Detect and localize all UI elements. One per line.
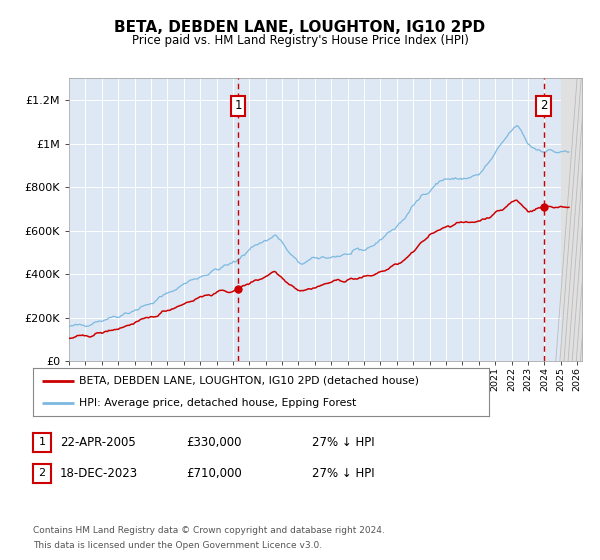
Text: 2: 2 xyxy=(540,99,547,112)
Text: Price paid vs. HM Land Registry's House Price Index (HPI): Price paid vs. HM Land Registry's House … xyxy=(131,34,469,46)
Text: £710,000: £710,000 xyxy=(186,466,242,480)
Text: 27% ↓ HPI: 27% ↓ HPI xyxy=(312,436,374,449)
Text: 18-DEC-2023: 18-DEC-2023 xyxy=(60,466,138,480)
Text: £330,000: £330,000 xyxy=(186,436,241,449)
Text: This data is licensed under the Open Government Licence v3.0.: This data is licensed under the Open Gov… xyxy=(33,541,322,550)
Text: BETA, DEBDEN LANE, LOUGHTON, IG10 2PD: BETA, DEBDEN LANE, LOUGHTON, IG10 2PD xyxy=(115,20,485,35)
Text: 27% ↓ HPI: 27% ↓ HPI xyxy=(312,466,374,480)
Bar xyxy=(560,78,585,361)
Text: BETA, DEBDEN LANE, LOUGHTON, IG10 2PD (detached house): BETA, DEBDEN LANE, LOUGHTON, IG10 2PD (d… xyxy=(79,376,419,386)
Text: Contains HM Land Registry data © Crown copyright and database right 2024.: Contains HM Land Registry data © Crown c… xyxy=(33,526,385,535)
Text: 1: 1 xyxy=(38,437,46,447)
Text: 1: 1 xyxy=(234,99,242,112)
Text: HPI: Average price, detached house, Epping Forest: HPI: Average price, detached house, Eppi… xyxy=(79,398,356,408)
Text: 2: 2 xyxy=(38,468,46,478)
Text: 22-APR-2005: 22-APR-2005 xyxy=(60,436,136,449)
